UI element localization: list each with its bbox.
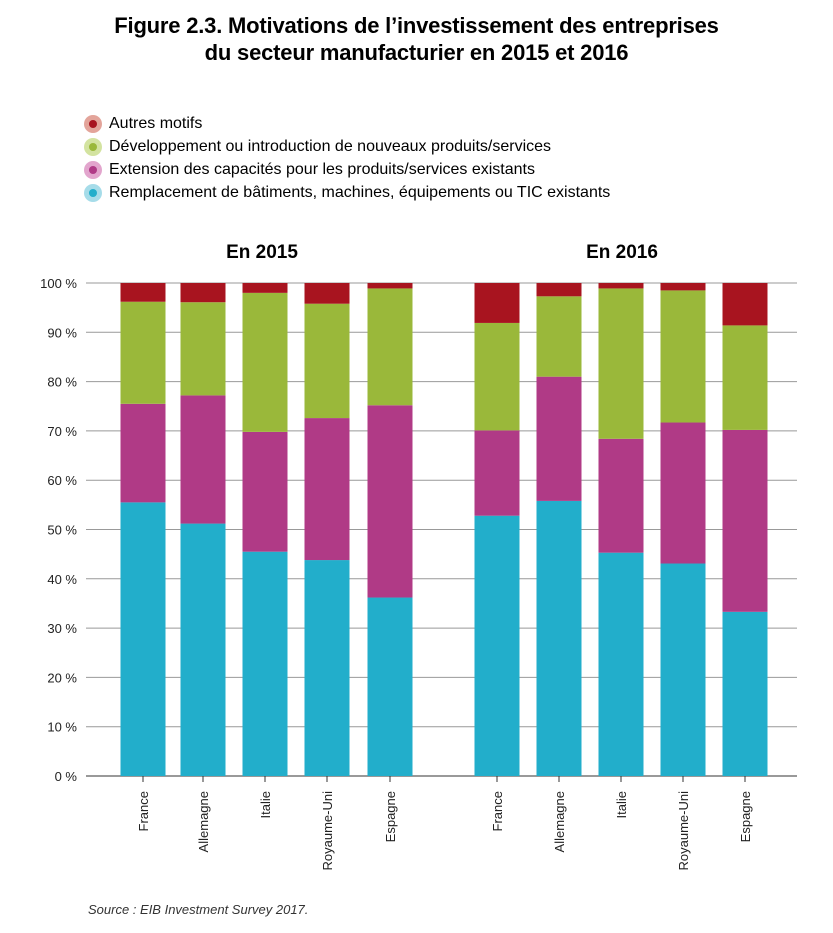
y-tick-label-80: 80 % xyxy=(47,375,77,390)
bar-2016-espagne-developpement xyxy=(722,325,768,430)
bar-2016-italie-extension xyxy=(598,438,644,553)
legend-label-autres: Autres motifs xyxy=(109,114,203,132)
chart-title-line-2: du secteur manufacturier en 2015 et 2016 xyxy=(204,40,629,65)
bar-2015-allemagne-remplacement xyxy=(180,523,226,776)
legend: Autres motifs Développement ou introduct… xyxy=(84,112,610,204)
bar-2016-france-developpement xyxy=(474,322,520,431)
bar-2015-espagne-extension xyxy=(367,405,413,598)
y-tick-label-10: 10 % xyxy=(47,720,77,735)
bar-2016-italie-autres xyxy=(598,283,644,289)
y-tick-label-60: 60 % xyxy=(47,473,77,488)
legend-item-remplacement: Remplacement de bâtiments, machines, équ… xyxy=(84,181,610,204)
bar-2016-espagne-remplacement xyxy=(722,611,768,776)
legend-item-extension: Extension des capacités pour les produit… xyxy=(84,158,610,181)
legend-item-autres: Autres motifs xyxy=(84,112,610,135)
bar-2015-allemagne-autres xyxy=(180,283,226,303)
bar-2016-france-remplacement xyxy=(474,515,520,776)
bar-2015-italie-autres xyxy=(242,283,288,293)
y-tick-label-70: 70 % xyxy=(47,424,77,439)
x-tick-label-2016-royaume-uni: Royaume-Uni xyxy=(676,791,691,871)
bar-2016-france-autres xyxy=(474,283,520,323)
bar-2015-france-extension xyxy=(120,403,166,503)
x-tick-label-2016-italie: Italie xyxy=(614,791,629,818)
bar-2016-italie-remplacement xyxy=(598,552,644,776)
x-tick-label-2015-italie: Italie xyxy=(258,791,273,818)
legend-item-developpement: Développement ou introduction de nouveau… xyxy=(84,135,610,158)
bar-2016-royaume-uni-extension xyxy=(660,422,706,564)
legend-label-extension: Extension des capacités pour les produit… xyxy=(109,160,535,178)
bar-2016-royaume-uni-remplacement xyxy=(660,563,706,776)
bar-2016-allemagne-developpement xyxy=(536,296,582,377)
bar-2016-espagne-extension xyxy=(722,429,768,612)
x-tick-label-2016-france: France xyxy=(490,791,505,831)
y-tick-label-40: 40 % xyxy=(47,572,77,587)
bar-2015-royaume-uni-remplacement xyxy=(304,560,350,776)
bar-2016-royaume-uni-developpement xyxy=(660,290,706,423)
y-tick-label-20: 20 % xyxy=(47,670,77,685)
legend-label-developpement: Développement ou introduction de nouveau… xyxy=(109,137,552,155)
group-title-2015: En 2015 xyxy=(226,242,298,263)
x-tick-label-2015-royaume-uni: Royaume-Uni xyxy=(320,791,335,871)
y-tick-label-30: 30 % xyxy=(47,621,77,636)
bar-2015-espagne-remplacement xyxy=(367,597,413,776)
chart-title: Figure 2.3. Motivations de l’investissem… xyxy=(0,12,833,66)
bar-2015-italie-developpement xyxy=(242,292,288,432)
x-tick-label-2015-espagne: Espagne xyxy=(383,791,398,842)
bar-2015-allemagne-developpement xyxy=(180,302,226,396)
bar-2016-allemagne-remplacement xyxy=(536,500,582,776)
bar-2015-royaume-uni-autres xyxy=(304,283,350,304)
legend-marker-extension xyxy=(84,160,102,179)
bar-2016-france-extension xyxy=(474,430,520,516)
x-tick-label-2015-france: France xyxy=(136,791,151,831)
bar-2015-allemagne-extension xyxy=(180,395,226,524)
bar-2015-france-developpement xyxy=(120,301,166,404)
bar-2015-italie-remplacement xyxy=(242,551,288,776)
y-tick-label-100: 100 % xyxy=(40,276,77,291)
chart-title-line-1: Figure 2.3. Motivations de l’investissem… xyxy=(114,13,719,38)
y-tick-label-50: 50 % xyxy=(47,523,77,538)
legend-label-remplacement: Remplacement de bâtiments, machines, équ… xyxy=(109,183,611,201)
bar-2015-royaume-uni-developpement xyxy=(304,303,350,419)
bar-2015-royaume-uni-extension xyxy=(304,418,350,561)
x-tick-label-2015-allemagne: Allemagne xyxy=(196,791,211,852)
legend-marker-autres xyxy=(84,114,102,133)
bar-2015-espagne-developpement xyxy=(367,288,413,406)
y-tick-label-90: 90 % xyxy=(47,325,77,340)
bar-2016-allemagne-autres xyxy=(536,283,582,297)
bar-2015-espagne-autres xyxy=(367,283,413,289)
bar-2016-allemagne-extension xyxy=(536,376,582,501)
bar-2016-italie-developpement xyxy=(598,288,644,439)
bar-2015-italie-extension xyxy=(242,431,288,552)
bar-2016-espagne-autres xyxy=(722,283,768,326)
y-tick-label-0: 0 % xyxy=(55,769,78,784)
x-tick-label-2016-espagne: Espagne xyxy=(738,791,753,842)
x-tick-label-2016-allemagne: Allemagne xyxy=(552,791,567,852)
bar-2015-france-remplacement xyxy=(120,502,166,776)
source-note: Source : EIB Investment Survey 2017. xyxy=(88,902,309,917)
legend-marker-developpement xyxy=(84,137,102,156)
bar-2015-france-autres xyxy=(120,283,166,302)
bar-2016-royaume-uni-autres xyxy=(660,283,706,291)
legend-marker-remplacement xyxy=(84,183,102,202)
group-title-2016: En 2016 xyxy=(586,242,658,263)
